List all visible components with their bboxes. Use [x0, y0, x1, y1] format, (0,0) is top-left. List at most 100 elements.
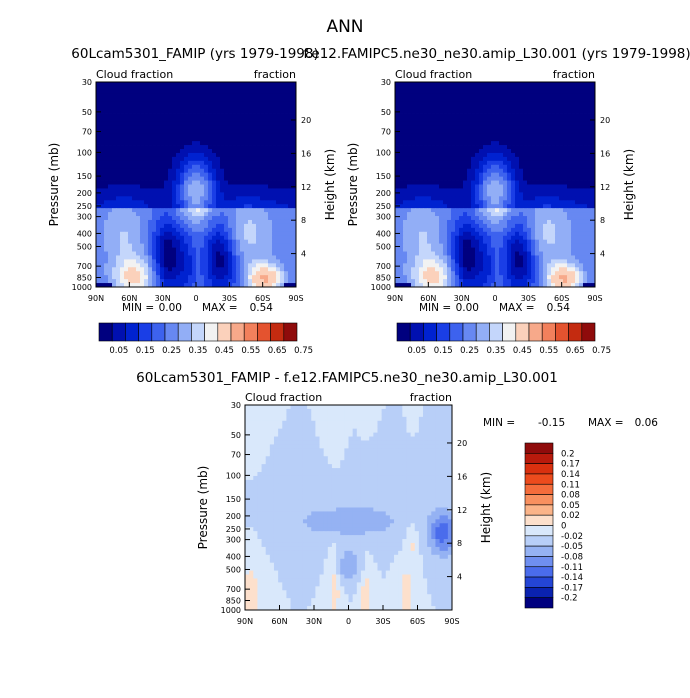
contour-cell [579, 93, 584, 99]
contour-cell [264, 117, 269, 122]
contour-cell [220, 279, 225, 284]
contour-cell [288, 172, 293, 178]
contour-cell [252, 180, 257, 185]
contour-cell [435, 82, 440, 87]
contour-cell [419, 145, 424, 150]
contour-cell [276, 247, 281, 252]
contour-cell [224, 200, 229, 205]
contour-cell [160, 145, 165, 150]
contour-cell [567, 82, 572, 87]
contour-cell [539, 109, 544, 114]
contour-cell [160, 212, 165, 217]
contour-cell [264, 267, 269, 272]
contour-cell [463, 121, 468, 126]
contour-cell [132, 156, 137, 162]
contour-cell [244, 247, 249, 252]
contour-cell [427, 227, 432, 233]
contour-cell [567, 168, 572, 174]
contour-cell [152, 145, 157, 150]
contour-cell [100, 105, 105, 110]
contour-cell [144, 109, 149, 114]
contour-cell [204, 263, 209, 268]
contour-cell [515, 227, 520, 233]
contour-cell [232, 105, 237, 110]
contour-panel-1: 3050701001502002503004005007008501000201… [47, 68, 337, 356]
contour-cell [224, 275, 229, 280]
contour-cell [236, 204, 241, 209]
contour-cell [268, 133, 273, 138]
contour-cell [563, 117, 568, 122]
contour-cell [108, 239, 113, 245]
contour-cell [128, 105, 133, 110]
contour-cell [168, 105, 173, 110]
contour-cell [467, 101, 472, 107]
contour-cell [487, 212, 492, 217]
contour-cell [591, 101, 596, 107]
contour-cell [531, 172, 536, 178]
contour-cell [519, 145, 524, 150]
contour-cell [555, 113, 560, 118]
contour-cell [156, 176, 161, 181]
contour-cell [563, 164, 568, 170]
contour-cell [423, 133, 428, 138]
contour-cell [507, 145, 512, 150]
contour-cell [403, 216, 408, 221]
contour-cell [172, 145, 177, 150]
contour-cell [571, 176, 576, 181]
contour-cell [427, 259, 432, 264]
colorbar-swatch [217, 322, 232, 342]
contour-cell [403, 219, 408, 225]
contour-cell [519, 149, 524, 154]
contour-cell [272, 101, 277, 107]
contour-cell [511, 243, 516, 248]
contour-cell [168, 164, 173, 170]
contour-cell [531, 93, 536, 99]
contour-cell [591, 243, 596, 248]
contour-cell [252, 196, 257, 201]
contour-cell [531, 85, 536, 91]
contour-cell [567, 251, 572, 256]
contour-cell [547, 117, 552, 122]
contour-cell [507, 133, 512, 138]
contour-cell [571, 204, 576, 209]
contour-cell [559, 243, 564, 248]
contour-cell [579, 125, 584, 130]
contour-cell [112, 239, 117, 245]
contour-cell [507, 172, 512, 178]
contour-cell [587, 172, 592, 178]
contour-cell [531, 192, 536, 197]
contour-cell [288, 101, 293, 107]
contour-cell [495, 235, 500, 241]
contour-cell [140, 109, 145, 114]
contour-cell [120, 113, 125, 118]
contour-cell [128, 152, 133, 158]
contour-cell [168, 133, 173, 138]
y-tick-label: 70 [82, 128, 92, 137]
contour-cell [499, 109, 504, 114]
contour-cell [152, 271, 157, 276]
contour-cell [268, 149, 273, 154]
contour-cell [268, 109, 273, 114]
contour-cell [268, 113, 273, 118]
contour-cell [411, 149, 416, 154]
contour-cell [268, 141, 273, 146]
contour-cell [551, 168, 556, 174]
contour-cell [176, 184, 181, 189]
contour-cell [527, 89, 532, 95]
contour-cell [459, 243, 464, 248]
contour-cell [579, 223, 584, 229]
contour-cell [148, 93, 153, 99]
contour-cell [403, 125, 408, 130]
contour-cell [587, 251, 592, 256]
contour-cell [220, 164, 225, 170]
contour-cell [208, 105, 213, 110]
contour-cell [172, 133, 177, 138]
contour-cell [144, 192, 149, 197]
contour-cell [559, 251, 564, 256]
contour-cell [268, 223, 273, 229]
contour-cell [212, 283, 217, 288]
contour-cell [108, 97, 113, 103]
contour-cell [471, 227, 476, 233]
contour-cell [415, 243, 420, 248]
contour-cell [419, 184, 424, 189]
